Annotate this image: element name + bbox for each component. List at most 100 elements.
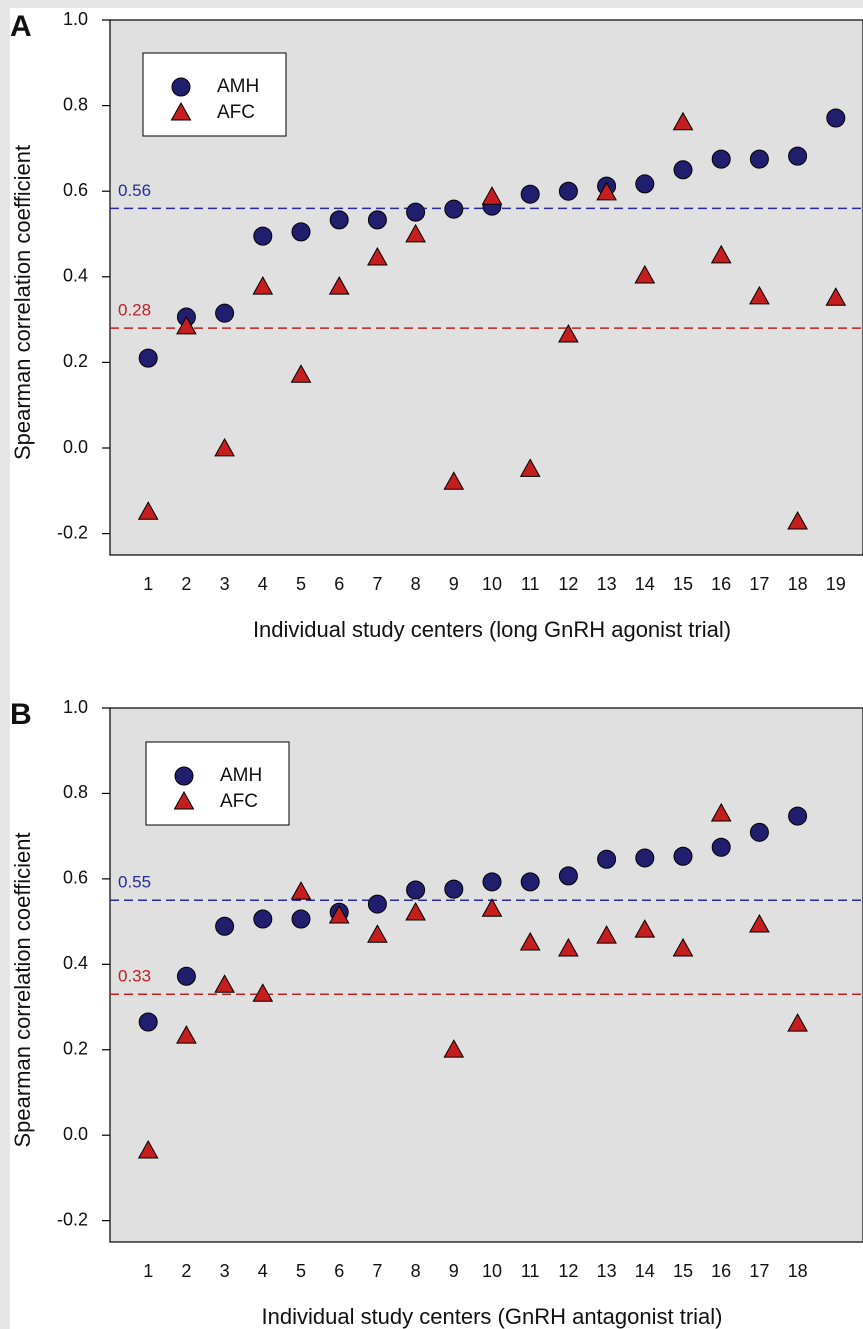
amh-point [673,160,693,180]
amh-point [635,848,655,868]
afc-point [328,905,350,924]
afc-point [137,501,159,520]
y-tick-label: 1.0 [63,9,88,29]
panel-letter: B [10,698,32,731]
x-tick-label: 15 [673,1261,693,1281]
x-tick-label: 18 [788,574,808,594]
x-tick-label: 1 [143,1261,153,1281]
afc-point [405,902,426,921]
afc-point [290,881,312,900]
legend-marker [173,790,195,810]
x-axis-label: Individual study centers (GnRH antagonis… [262,1304,723,1329]
amh-point [482,872,502,892]
panel: A-0.20.00.20.40.60.81.01 2 3 4 5 6 7 8 9 10 11 12 13… [10,9,863,642]
afc-point [290,364,312,383]
amh-point [558,866,578,886]
afc-point [596,925,617,944]
afc-point [825,287,847,306]
x-tick-label: 17 [749,574,769,594]
y-tick-label: 0.4 [63,266,88,286]
amh-point [711,837,731,857]
amh-point [291,909,311,929]
amh-point [291,222,311,242]
x-tick-label: 12 [558,1261,578,1281]
x-tick-label: 4 [258,1261,268,1281]
y-tick-label: 0.0 [63,437,88,457]
afc-point [176,1025,197,1044]
y-tick-label: 0.0 [63,1124,88,1144]
amh-point [749,149,769,169]
x-tick-label: 19 [826,574,846,594]
legend-marker [171,77,191,97]
afc-point [749,285,770,305]
amh-point [711,149,731,169]
legend: AMH AFC [145,741,290,826]
afc-point [634,919,656,938]
afc-point [367,924,388,943]
y-tick-label: 0.4 [63,953,88,973]
amh-point [329,210,349,230]
amh-point [215,916,235,936]
x-tick-label: 1 [143,574,153,594]
afc-point [252,983,274,1002]
x-tick-label: 10 [482,1261,502,1281]
x-tick-label: 9 [449,1261,459,1281]
x-tick-label: 10 [482,574,502,594]
amh-point [253,909,273,929]
x-axis-label: Individual study centers (long GnRH agon… [253,617,731,642]
amh-point [597,849,617,869]
x-tick-label: 15 [673,574,693,594]
afc-point [328,276,350,295]
x-tick-label: 8 [411,1261,421,1281]
x-tick-label: 17 [749,1261,769,1281]
amh-point [367,894,387,914]
afc-point [367,246,388,266]
amh-point [138,348,158,368]
amh-point [444,879,464,899]
y-tick-label: 0.6 [63,180,88,200]
legend-label: AFC [217,102,255,123]
panel: B-0.20.00.20.40.60.81.01 2 3 4 5 6 7 8 9 10 11 12 13… [10,697,863,1329]
x-tick-label: 2 [181,574,191,594]
amh-point [367,210,387,230]
afc-point [252,276,274,295]
legend-box [145,741,290,826]
x-tick-label: 11 [521,1261,540,1281]
legend-marker [174,766,194,786]
afc-point [176,315,197,335]
y-tick-label: -0.2 [57,1209,88,1229]
x-tick-label: 13 [597,1261,617,1281]
afc-point [519,931,541,951]
x-tick-label: 18 [788,1261,808,1281]
x-tick-label: 7 [372,1261,382,1281]
x-tick-label: 8 [411,574,421,594]
x-tick-label: 7 [372,574,382,594]
x-tick-label: 6 [334,1261,344,1281]
afc-point [710,244,732,264]
y-axis-label: Spearman correlation coefficient [10,832,35,1147]
y-tick-label: 0.2 [63,1039,88,1059]
afc-point [443,1039,465,1058]
reference-label: 0.28 [118,301,151,320]
amh-point [406,880,426,900]
amh-point [749,822,769,842]
y-tick-label: 0.8 [63,782,88,802]
x-tick-label: 14 [635,574,655,594]
x-tick-label: 2 [181,1261,191,1281]
amh-point [788,806,808,826]
afc-point [481,186,503,205]
legend-marker [170,101,192,121]
x-tick-label: 5 [296,1261,306,1281]
amh-point [788,146,808,166]
afc-point [634,264,656,284]
afc-point [672,111,694,131]
afc-point [787,1013,808,1032]
amh-point [826,108,846,128]
x-tick-label: 5 [296,574,306,594]
amh-point [673,846,693,866]
afc-point [710,802,732,822]
x-tick-label: 6 [334,574,344,594]
y-tick-label: 1.0 [63,697,88,717]
y-tick-label: -0.2 [57,522,88,542]
